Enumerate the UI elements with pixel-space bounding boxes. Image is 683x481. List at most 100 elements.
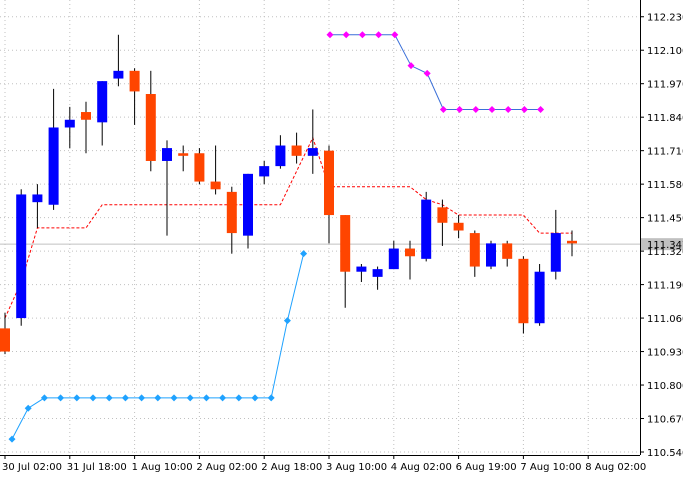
candle-body — [550, 233, 561, 272]
candle — [113, 34, 124, 87]
candle — [243, 173, 253, 249]
candle-body — [275, 145, 286, 167]
lower-dot — [202, 394, 210, 402]
y-tick-label: 112.100 — [647, 46, 683, 57]
candle-body — [48, 127, 59, 205]
candle-body — [307, 148, 318, 156]
upper-dot — [407, 62, 415, 70]
candle — [194, 148, 205, 185]
candle — [453, 215, 464, 239]
y-tick-label: 111.970 — [647, 80, 683, 91]
lower-dot — [40, 394, 48, 402]
candle — [486, 240, 496, 270]
candle — [81, 101, 91, 154]
upper-dots-line — [330, 34, 541, 110]
current-price-label: 111.347 — [647, 240, 683, 251]
candle — [291, 132, 302, 164]
y-tick-label: 111.580 — [647, 180, 683, 191]
lower-dot — [57, 394, 65, 402]
candle — [275, 135, 286, 169]
current-price-badge — [641, 238, 683, 251]
lower-dots-line — [11, 253, 305, 440]
y-tick-label: 112.230 — [647, 13, 683, 24]
candle-body — [534, 271, 545, 324]
lower-dot — [154, 394, 162, 402]
candle-body — [162, 148, 172, 161]
candle — [48, 88, 59, 210]
upper-dot — [472, 105, 480, 113]
candle-body — [567, 240, 577, 244]
y-tick-label: 111.840 — [647, 113, 683, 124]
candle-body — [421, 199, 432, 259]
upper-dot — [488, 105, 496, 113]
y-tick-label: 110.930 — [647, 348, 683, 359]
x-tick-label: 3 Aug 10:00 — [326, 462, 387, 473]
candle — [567, 230, 577, 257]
candle-body — [340, 215, 351, 272]
candle — [307, 109, 318, 174]
upper-dot — [326, 31, 334, 39]
candle-body — [129, 70, 140, 92]
candle-body — [291, 145, 302, 156]
lower-dot — [235, 394, 243, 402]
lower-dot — [73, 394, 81, 402]
candle-body — [388, 248, 399, 270]
candle — [372, 266, 383, 290]
current-price-layer: 111.347 — [0, 238, 683, 251]
lower-dot — [8, 435, 16, 443]
candle-body — [469, 233, 480, 267]
lower-dot — [89, 394, 97, 402]
candle — [388, 240, 399, 270]
lower-dot — [283, 317, 291, 325]
x-tick-label: 6 Aug 19:00 — [456, 462, 517, 473]
lower-dot — [24, 404, 32, 412]
candle — [502, 240, 513, 267]
lower-dot — [138, 394, 146, 402]
candle-body — [178, 153, 189, 156]
upper-dot — [439, 105, 447, 113]
candle — [0, 312, 10, 355]
candle — [145, 70, 156, 172]
candle-body — [113, 70, 124, 79]
candle — [32, 184, 43, 228]
y-tick-label: 110.800 — [647, 381, 683, 392]
x-tick-label: 2 Aug 02:00 — [196, 462, 257, 473]
candle-body — [437, 207, 448, 223]
candle — [162, 140, 172, 236]
lower-dot — [121, 394, 129, 402]
candle — [405, 240, 415, 280]
lower-dot — [186, 394, 194, 402]
y-tick-label: 111.190 — [647, 281, 683, 292]
y-tick-label: 111.060 — [647, 314, 683, 325]
x-tick-label: 4 Aug 02:00 — [391, 462, 452, 473]
candle-body — [405, 248, 415, 257]
candle — [64, 106, 75, 149]
candle-body — [356, 266, 367, 272]
candle-body — [0, 328, 10, 352]
x-tick-label: 30 Jul 02:00 — [2, 462, 62, 473]
candle-body — [453, 222, 464, 231]
upper-dot — [520, 105, 528, 113]
upper-dot — [358, 31, 366, 39]
candle — [97, 81, 108, 146]
candle-body — [64, 119, 75, 128]
candle — [226, 186, 237, 254]
candle — [550, 209, 561, 280]
candle — [356, 263, 367, 283]
dashed-line-layer — [4, 136, 572, 319]
upper-dot — [391, 31, 399, 39]
upper-dot — [342, 31, 350, 39]
candle-body — [194, 153, 205, 182]
candle-body — [243, 173, 253, 236]
candle-body — [32, 194, 43, 203]
candle — [178, 145, 189, 172]
candle — [210, 145, 221, 195]
upper-dot — [456, 105, 464, 113]
candle-body — [372, 269, 383, 277]
x-tick-label: 1 Aug 10:00 — [132, 462, 193, 473]
lower-dot — [267, 394, 275, 402]
candle — [421, 191, 432, 262]
